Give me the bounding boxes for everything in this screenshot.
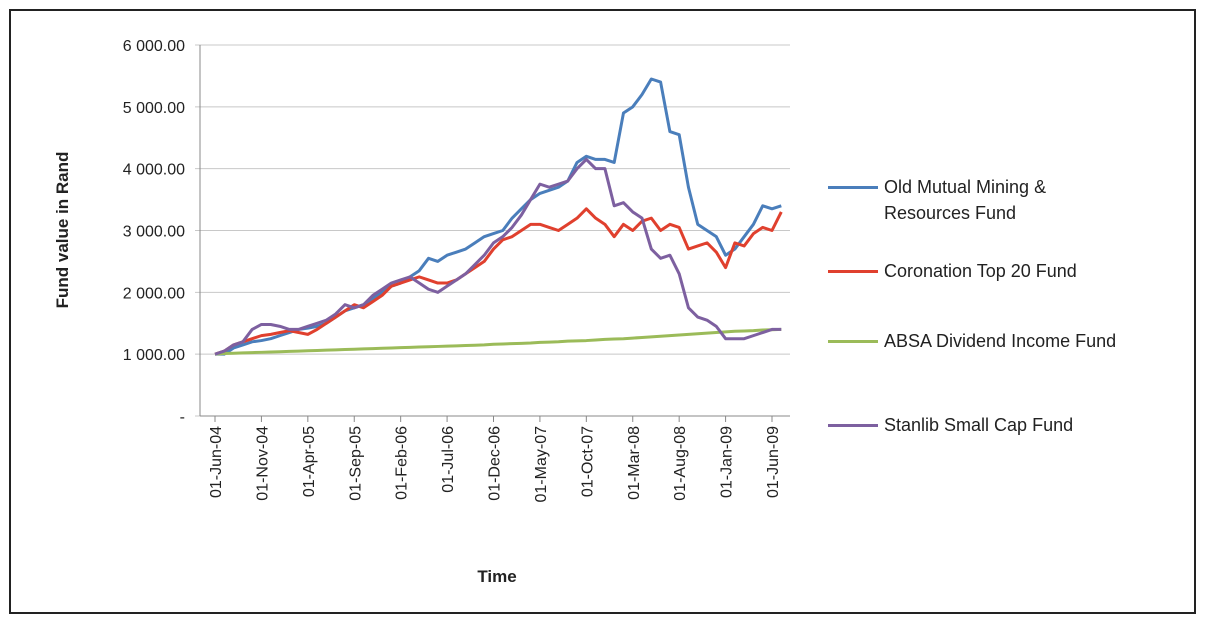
y-tick-label: 3 000.00: [123, 224, 185, 241]
line: [215, 77, 782, 356]
legend-label: Old Mutual Mining & Resources Fund: [884, 177, 1047, 223]
legend-swatch: [828, 424, 878, 427]
line: [214, 207, 783, 356]
legend-swatch: [828, 186, 878, 189]
x-tick-label: 01-Jun-04: [208, 426, 225, 498]
x-tick-label: 01-Jun-09: [765, 426, 782, 498]
legend-label: Stanlib Small Cap Fund: [884, 415, 1074, 435]
frame: [9, 9, 1196, 614]
legend-label: Coronation Top 20 Fund: [884, 261, 1077, 281]
y-tick-label: 1 000.00: [123, 347, 185, 364]
legend-label: ABSA Dividend Income Fund: [884, 331, 1117, 351]
x-axis-title: Time: [477, 567, 516, 586]
y-tick-label: 4 000.00: [123, 162, 185, 179]
legend-swatch: [828, 270, 878, 273]
x-tick-label: 01-Aug-08: [672, 426, 689, 501]
x-tick-label: 01-Feb-06: [394, 426, 411, 500]
x-tick-label: 01-Sep-05: [347, 426, 364, 501]
y-tick-label: 6 000.00: [123, 38, 185, 55]
y-tick-label: 5 000.00: [123, 100, 185, 117]
legend-swatch: [828, 340, 878, 343]
x-tick-label: 01-Jul-06: [440, 426, 457, 493]
x-tick-label: 01-Oct-07: [579, 426, 596, 497]
x-tick-label: 01-Mar-08: [626, 426, 643, 500]
y-tick-label: -: [180, 409, 185, 426]
line: [214, 327, 782, 356]
line: [214, 157, 782, 356]
x-tick-label: 01-May-07: [533, 426, 550, 503]
y-tick-label: 2 000.00: [123, 285, 185, 302]
x-tick-label: 01-Jan-09: [719, 426, 736, 498]
x-tick-label: 01-Nov-04: [254, 426, 271, 501]
x-tick-label: 01-Apr-05: [301, 426, 318, 497]
x-tick-label: 01-Dec-06: [487, 426, 504, 501]
y-axis-title: Fund value in Rand: [53, 152, 72, 309]
